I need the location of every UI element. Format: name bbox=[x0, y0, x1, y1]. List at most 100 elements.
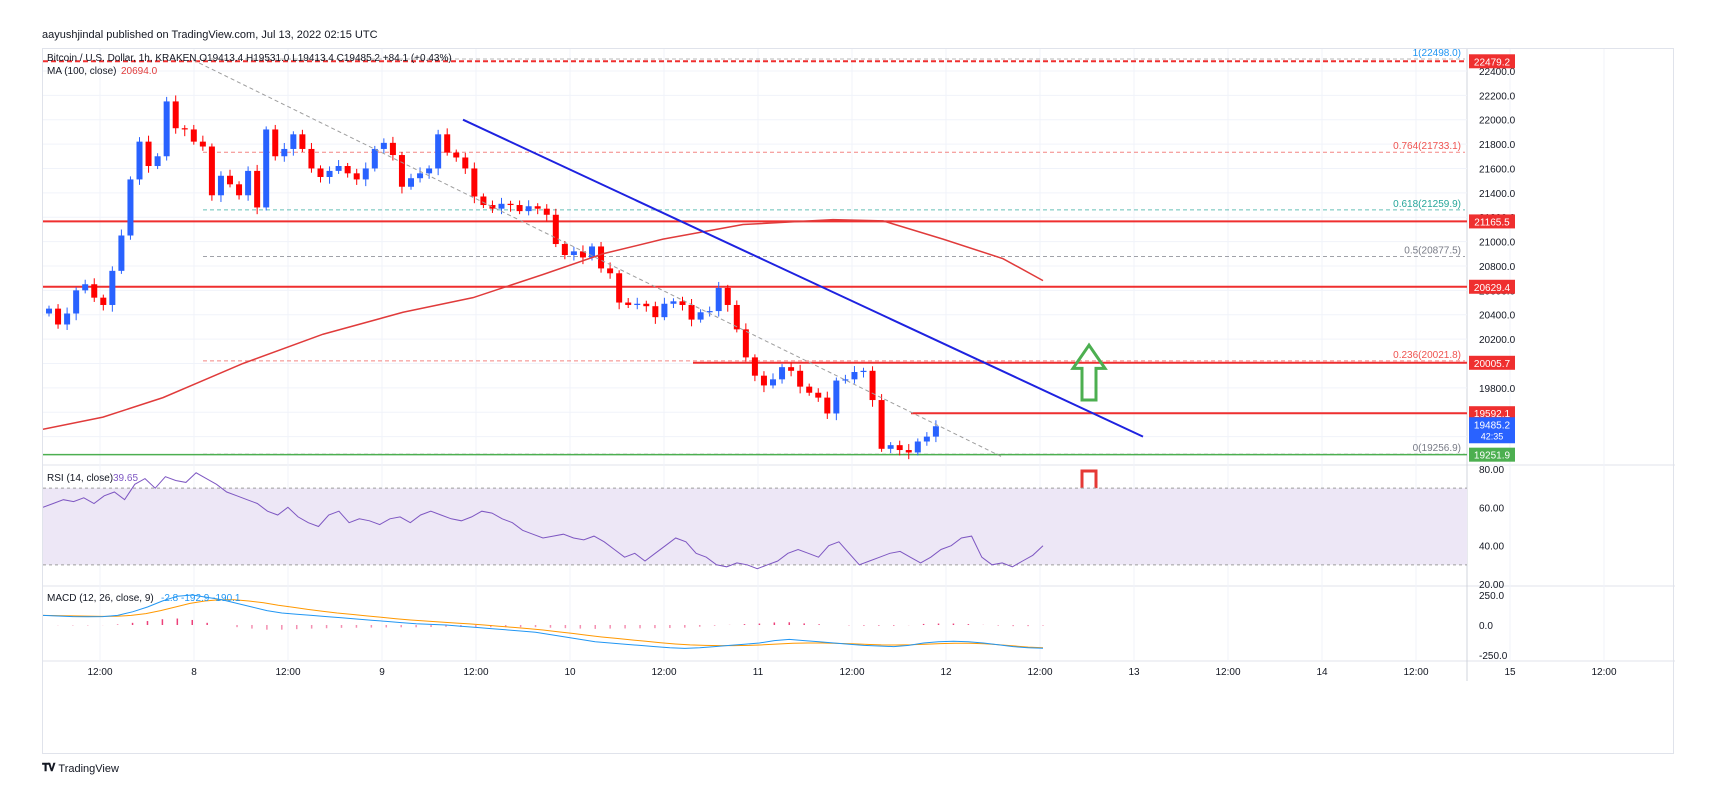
bearish-trendline[interactable] bbox=[462, 118, 1144, 438]
bullish-candle[interactable] bbox=[706, 311, 713, 313]
bullish-candle[interactable] bbox=[263, 129, 270, 208]
bullish-candle[interactable] bbox=[634, 303, 641, 305]
bearish-candle[interactable] bbox=[878, 400, 885, 449]
bullish-candle[interactable] bbox=[82, 284, 89, 291]
bearish-candle[interactable] bbox=[815, 392, 822, 398]
bearish-candle[interactable] bbox=[181, 128, 188, 130]
bearish-candle[interactable] bbox=[534, 206, 541, 209]
bearish-candle[interactable] bbox=[688, 304, 695, 320]
bearish-candle[interactable] bbox=[733, 304, 740, 330]
bearish-candle[interactable] bbox=[299, 134, 306, 149]
bullish-candle[interactable] bbox=[842, 379, 849, 381]
bullish-candle[interactable] bbox=[245, 170, 252, 196]
tradingview-logo[interactable]: 𝐓𝐕 TradingView bbox=[42, 762, 119, 775]
bullish-candle[interactable] bbox=[64, 313, 71, 325]
bearish-candle[interactable] bbox=[797, 370, 804, 387]
bullish-candle[interactable] bbox=[932, 426, 939, 437]
bearish-candle[interactable] bbox=[489, 205, 496, 209]
bullish-candle[interactable] bbox=[570, 251, 577, 255]
bearish-candle[interactable] bbox=[145, 141, 152, 167]
bullish-candle[interactable] bbox=[498, 203, 505, 209]
bullish-candle[interactable] bbox=[860, 370, 867, 373]
bullish-candle[interactable] bbox=[435, 134, 442, 169]
bearish-candle[interactable] bbox=[480, 196, 487, 206]
bearish-candle[interactable] bbox=[100, 297, 107, 305]
bearish-candle[interactable] bbox=[806, 386, 813, 393]
bearish-candle[interactable] bbox=[462, 157, 469, 169]
bullish-candle[interactable] bbox=[525, 206, 532, 212]
bullish-candle[interactable] bbox=[109, 270, 116, 305]
bearish-candle[interactable] bbox=[91, 284, 98, 298]
bearish-candle[interactable] bbox=[643, 303, 650, 307]
bearish-candle[interactable] bbox=[208, 146, 215, 196]
bearish-candle[interactable] bbox=[199, 141, 206, 147]
bullish-candle[interactable] bbox=[335, 166, 342, 171]
bullish-candle[interactable] bbox=[118, 235, 125, 271]
bearish-candle[interactable] bbox=[625, 302, 632, 305]
bullish-candle[interactable] bbox=[362, 168, 369, 180]
bearish-candle[interactable] bbox=[236, 184, 243, 196]
bullish-candle[interactable] bbox=[887, 445, 894, 449]
bearish-candle[interactable] bbox=[254, 170, 261, 208]
bearish-candle[interactable] bbox=[552, 214, 559, 245]
bullish-candle[interactable] bbox=[380, 142, 387, 149]
bullish-candle[interactable] bbox=[127, 179, 134, 236]
bullish-candle[interactable] bbox=[589, 246, 595, 258]
bearish-candle[interactable] bbox=[543, 208, 550, 215]
bearish-candle[interactable] bbox=[227, 175, 233, 185]
bearish-candle[interactable] bbox=[561, 244, 568, 255]
bullish-candle[interactable] bbox=[281, 148, 288, 157]
bearish-candle[interactable] bbox=[389, 142, 396, 156]
bearish-candle[interactable] bbox=[471, 168, 478, 197]
bullish-candle[interactable] bbox=[326, 170, 333, 177]
bullish-candle[interactable] bbox=[371, 148, 378, 169]
bearish-candle[interactable] bbox=[317, 168, 324, 177]
bearish-candle[interactable] bbox=[616, 273, 623, 303]
bullish-candle[interactable] bbox=[426, 168, 433, 174]
bearish-candle[interactable] bbox=[598, 246, 605, 269]
bullish-candle[interactable] bbox=[154, 156, 161, 167]
bearish-candle[interactable] bbox=[869, 370, 876, 401]
bullish-candle[interactable] bbox=[779, 367, 786, 380]
bearish-candle[interactable] bbox=[190, 129, 197, 142]
bearish-candle[interactable] bbox=[507, 203, 514, 206]
bullish-candle[interactable] bbox=[697, 312, 704, 320]
bearish-candle[interactable] bbox=[742, 329, 749, 358]
bullish-candle[interactable] bbox=[163, 101, 170, 157]
bullish-candle[interactable] bbox=[217, 175, 224, 196]
bearish-candle[interactable] bbox=[788, 367, 795, 371]
bullish-candle[interactable] bbox=[136, 141, 143, 180]
bearish-candle[interactable] bbox=[444, 134, 451, 153]
bearish-candle[interactable] bbox=[172, 101, 179, 129]
bearish-candle[interactable] bbox=[398, 155, 405, 187]
bearish-candle[interactable] bbox=[724, 287, 731, 305]
bullish-candle[interactable] bbox=[73, 290, 80, 314]
price-chart[interactable]: 12:00 8 12:00 9 12:00 10 12:00 11 12:00 12 12:00 13… bbox=[43, 49, 1675, 755]
bullish-candle[interactable] bbox=[914, 441, 921, 453]
bullish-candle[interactable] bbox=[661, 303, 668, 318]
bearish-candle[interactable] bbox=[453, 152, 460, 158]
bullish-candle[interactable] bbox=[408, 178, 414, 187]
bullish-candle[interactable] bbox=[417, 173, 424, 179]
bullish-candle[interactable] bbox=[923, 436, 930, 442]
bullish-candle[interactable] bbox=[290, 134, 297, 149]
bullish-candle[interactable] bbox=[46, 308, 52, 314]
bullish-candle[interactable] bbox=[770, 379, 776, 386]
bearish-candle[interactable] bbox=[896, 445, 903, 451]
bullish-candle[interactable] bbox=[833, 380, 840, 414]
bearish-candle[interactable] bbox=[824, 397, 831, 414]
bearish-candle[interactable] bbox=[652, 306, 659, 318]
bearish-candle[interactable] bbox=[760, 375, 767, 386]
bearish-candle[interactable] bbox=[344, 166, 351, 174]
bearish-candle[interactable] bbox=[905, 450, 912, 453]
bullish-candle[interactable] bbox=[715, 287, 722, 312]
bearish-candle[interactable] bbox=[607, 268, 614, 274]
bearish-candle[interactable] bbox=[579, 251, 586, 258]
bearish-candle[interactable] bbox=[55, 308, 62, 325]
bullish-candle[interactable] bbox=[851, 372, 858, 380]
chart-frame[interactable]: 12:00 8 12:00 9 12:00 10 12:00 11 12:00 12 12:00 13… bbox=[42, 48, 1675, 755]
bearish-candle[interactable] bbox=[272, 129, 279, 157]
bearish-candle[interactable] bbox=[679, 301, 686, 305]
bearish-candle[interactable] bbox=[353, 173, 360, 180]
bullish-candle[interactable] bbox=[670, 301, 677, 304]
